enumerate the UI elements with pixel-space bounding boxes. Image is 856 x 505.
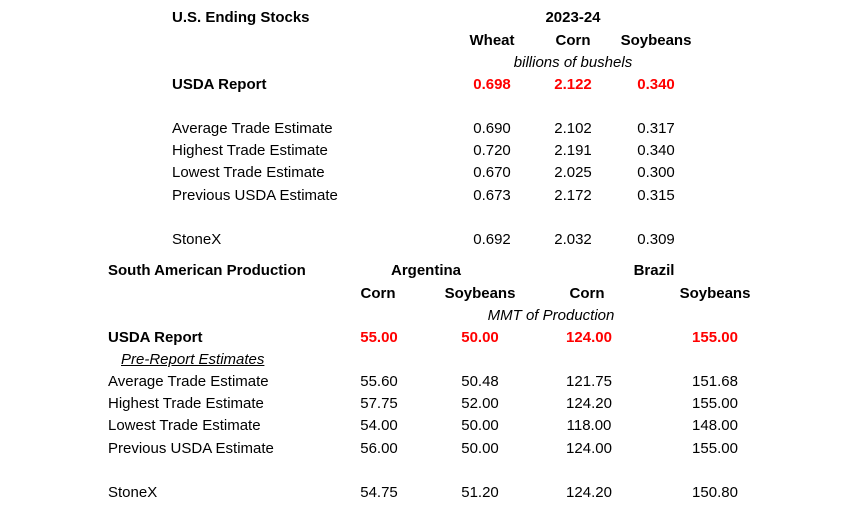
row-label: Previous USDA Estimate: [108, 440, 274, 457]
sa-country-argentina: Argentina: [390, 262, 462, 279]
cell-bra-corn: 121.75: [566, 373, 612, 390]
us-header-soybeans: Soybeans: [620, 32, 692, 49]
row-label: Previous USDA Estimate: [172, 187, 338, 204]
cell-arg-soybeans: 51.20: [461, 484, 499, 501]
cell-soybeans: 0.340: [637, 142, 675, 159]
cell-wheat: 0.670: [473, 164, 511, 181]
sa-usda-bra-soybeans: 155.00: [692, 329, 738, 346]
row-label: Highest Trade Estimate: [108, 395, 264, 412]
cell-corn: 2.191: [554, 142, 592, 159]
us-header-wheat: Wheat: [469, 32, 515, 49]
sa-header-bra-soybeans: Soybeans: [679, 285, 751, 302]
row-label: Average Trade Estimate: [108, 373, 269, 390]
sa-usda-report-label: USDA Report: [108, 329, 203, 346]
cell-corn: 2.025: [554, 164, 592, 181]
us-usda-soybeans: 0.340: [637, 76, 675, 93]
cell-arg-soybeans: 52.00: [461, 395, 499, 412]
us-usda-wheat: 0.698: [473, 76, 511, 93]
sa-header-bra-corn: Corn: [569, 285, 605, 302]
cell-wheat: 0.692: [473, 231, 511, 248]
cell-soybeans: 0.309: [637, 231, 675, 248]
cell-wheat: 0.690: [473, 120, 511, 137]
cell-bra-soybeans: 148.00: [692, 417, 738, 434]
stonex-label: StoneX: [172, 231, 222, 248]
cell-arg-corn: 55.60: [360, 373, 398, 390]
cell-arg-soybeans: 50.48: [461, 373, 499, 390]
sa-usda-arg-corn: 55.00: [360, 329, 398, 346]
us-usda-report-label: USDA Report: [172, 76, 267, 93]
cell-bra-soybeans: 155.00: [692, 440, 738, 457]
cell-wheat: 0.673: [473, 187, 511, 204]
sa-usda-arg-soybeans: 50.00: [461, 329, 499, 346]
cell-corn: 2.102: [554, 120, 592, 137]
cell-arg-soybeans: 50.00: [461, 417, 499, 434]
cell-bra-soybeans: 155.00: [692, 395, 738, 412]
stonex-label: StoneX: [108, 484, 158, 501]
us-header-corn: Corn: [555, 32, 591, 49]
cell-wheat: 0.720: [473, 142, 511, 159]
sa-unit-label: MMT of Production: [487, 307, 615, 324]
row-label: Lowest Trade Estimate: [172, 164, 325, 181]
sa-usda-bra-corn: 124.00: [566, 329, 612, 346]
us-usda-corn: 2.122: [554, 76, 592, 93]
sa-pre-report-label: Pre-Report Estimates: [121, 351, 265, 368]
us-section-title: U.S. Ending Stocks: [172, 9, 310, 26]
cell-arg-corn: 54.75: [360, 484, 398, 501]
cell-bra-corn: 118.00: [566, 417, 612, 434]
cell-bra-soybeans: 151.68: [692, 373, 738, 390]
sa-country-brazil: Brazil: [633, 262, 675, 279]
cell-soybeans: 0.300: [637, 164, 675, 181]
us-unit-label: billions of bushels: [513, 54, 633, 71]
cell-bra-corn: 124.20: [566, 395, 612, 412]
cell-bra-soybeans: 150.80: [692, 484, 738, 501]
cell-arg-corn: 56.00: [360, 440, 398, 457]
sa-header-arg-soybeans: Soybeans: [444, 285, 516, 302]
us-year-header: 2023-24: [545, 9, 601, 26]
row-label: Highest Trade Estimate: [172, 142, 328, 159]
row-label: Lowest Trade Estimate: [108, 417, 261, 434]
cell-corn: 2.172: [554, 187, 592, 204]
sa-section-title: South American Production: [108, 262, 306, 279]
row-label: Average Trade Estimate: [172, 120, 333, 137]
cell-arg-soybeans: 50.00: [461, 440, 499, 457]
cell-corn: 2.032: [554, 231, 592, 248]
cell-soybeans: 0.315: [637, 187, 675, 204]
cell-bra-corn: 124.00: [566, 440, 612, 457]
cell-arg-corn: 57.75: [360, 395, 398, 412]
cell-bra-corn: 124.20: [566, 484, 612, 501]
cell-arg-corn: 54.00: [360, 417, 398, 434]
sa-header-arg-corn: Corn: [360, 285, 396, 302]
cell-soybeans: 0.317: [637, 120, 675, 137]
